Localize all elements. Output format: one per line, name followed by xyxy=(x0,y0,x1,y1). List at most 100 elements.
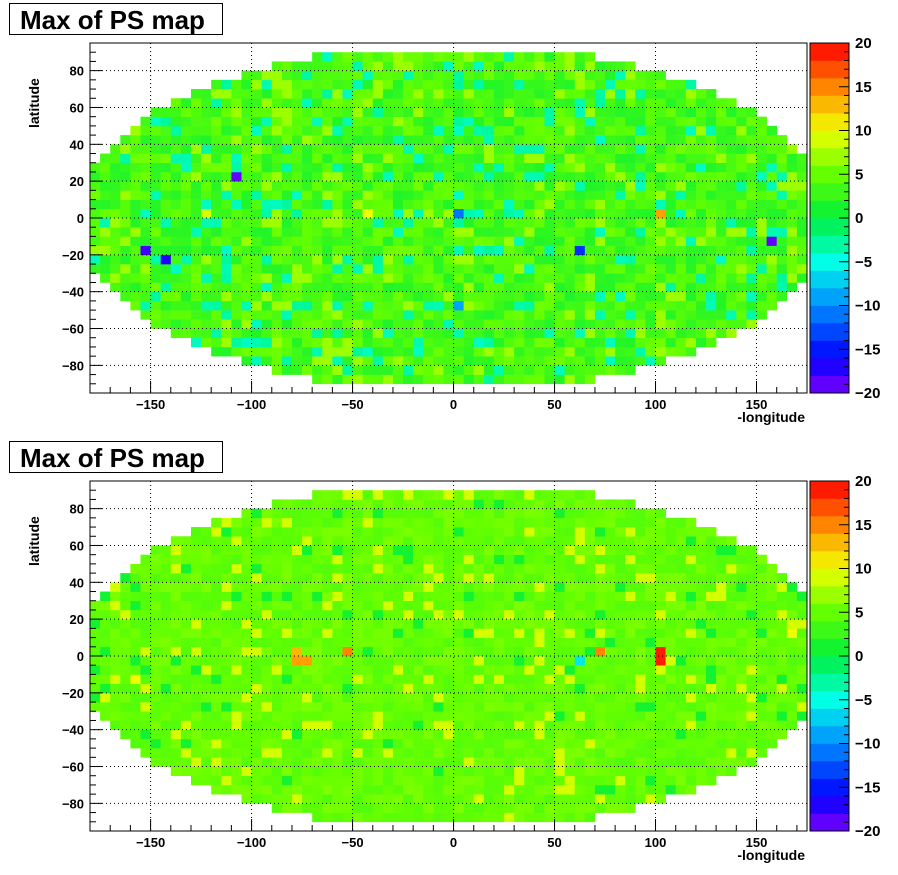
heatmap-cell xyxy=(635,674,646,684)
heatmap-cell xyxy=(534,365,545,375)
heatmap-cell xyxy=(110,591,121,602)
heatmap-cell xyxy=(655,536,666,546)
heatmap-cell xyxy=(635,665,646,675)
heatmap-cell xyxy=(403,181,414,191)
heatmap-cell xyxy=(483,536,495,546)
heatmap-cell xyxy=(756,738,767,749)
heatmap-cell xyxy=(392,536,404,546)
heatmap-cell xyxy=(433,554,444,565)
heatmap-cell xyxy=(110,227,121,237)
heatmap-cell xyxy=(392,337,404,348)
heatmap-cell xyxy=(170,748,182,758)
heatmap-cell xyxy=(160,199,172,210)
heatmap-cell xyxy=(544,490,555,500)
heatmap-cell xyxy=(211,300,222,311)
heatmap-cell xyxy=(463,199,475,210)
heatmap-cell xyxy=(493,582,505,592)
heatmap-cell xyxy=(302,199,313,210)
heatmap-cell xyxy=(90,199,101,210)
heatmap-cell xyxy=(201,227,212,237)
heatmap-cell xyxy=(140,692,151,703)
heatmap-cell xyxy=(403,674,414,684)
heatmap-cell xyxy=(534,135,545,145)
heatmap-cell xyxy=(665,300,677,311)
heatmap-cell xyxy=(635,162,646,173)
heatmap-cell xyxy=(483,775,495,786)
heatmap-cell xyxy=(786,711,798,721)
heatmap-cell xyxy=(483,803,495,813)
heatmap-cell xyxy=(372,227,384,237)
heatmap-cell xyxy=(675,208,687,219)
heatmap-cell xyxy=(281,310,293,320)
heatmap-cell xyxy=(524,499,535,509)
heatmap-cell xyxy=(231,609,242,620)
heatmap-cell xyxy=(160,554,172,565)
heatmap-cell xyxy=(170,683,182,694)
heatmap-cell xyxy=(362,135,374,145)
heatmap-cell xyxy=(544,153,555,164)
heatmap-cell xyxy=(372,748,384,758)
heatmap-cell xyxy=(524,310,535,320)
heatmap-cell xyxy=(554,98,565,108)
heatmap-cell xyxy=(322,711,333,721)
heatmap-cell xyxy=(625,563,636,574)
heatmap-cell xyxy=(706,674,717,684)
heatmap-cell xyxy=(251,328,262,339)
heatmap-cell xyxy=(201,328,212,339)
heatmap-cell xyxy=(261,264,273,274)
heatmap-cell xyxy=(190,254,202,265)
heatmap-cell xyxy=(463,52,475,62)
heatmap-cell xyxy=(766,135,778,145)
heatmap-cell xyxy=(201,619,212,629)
heatmap-cell xyxy=(322,199,333,210)
heatmap-cell xyxy=(403,665,414,675)
heatmap-cell xyxy=(706,536,717,546)
heatmap-cell xyxy=(605,89,616,99)
heatmap-cell xyxy=(584,738,596,749)
heatmap-cell xyxy=(362,116,374,127)
heatmap-cell xyxy=(635,729,646,740)
heatmap-cell xyxy=(645,646,656,657)
heatmap-cell xyxy=(382,337,394,348)
heatmap-cell xyxy=(352,245,363,256)
heatmap-cell xyxy=(554,89,565,99)
color-scale-bin xyxy=(810,183,849,201)
heatmap-cell xyxy=(392,264,404,274)
color-scale-bin xyxy=(810,813,849,832)
heatmap-cell xyxy=(312,794,323,804)
heatmap-cell xyxy=(554,282,565,292)
heatmap-cell xyxy=(473,517,485,528)
heatmap-cell xyxy=(312,70,323,81)
heatmap-cell xyxy=(372,600,384,611)
color-scale-bin xyxy=(810,726,849,744)
heatmap-cell xyxy=(241,794,252,804)
heatmap-cell xyxy=(322,490,333,500)
heatmap-cell xyxy=(786,181,798,191)
heatmap-cell xyxy=(413,803,424,813)
heatmap-cell xyxy=(605,527,616,537)
heatmap-cell xyxy=(594,98,606,108)
heatmap-cell xyxy=(453,208,464,219)
heatmap-cell xyxy=(423,775,434,786)
heatmap-cell xyxy=(635,310,646,320)
heatmap-cell xyxy=(403,563,414,574)
heatmap-cell xyxy=(312,144,323,154)
heatmap-cell xyxy=(564,356,576,366)
heatmap-cell xyxy=(332,545,343,555)
heatmap-cell xyxy=(594,346,606,357)
heatmap-cell xyxy=(100,236,111,246)
heatmap-cell xyxy=(150,107,161,117)
heatmap-cell xyxy=(362,665,374,675)
heatmap-cell xyxy=(271,508,283,519)
heatmap-cell xyxy=(645,702,656,712)
heatmap-cell xyxy=(322,508,333,519)
heatmap-cell xyxy=(392,199,404,210)
heatmap-cell xyxy=(625,527,636,537)
heatmap-cell xyxy=(534,674,545,684)
heatmap-cell xyxy=(645,656,656,666)
heatmap-cell xyxy=(221,328,232,339)
heatmap-cell xyxy=(281,766,293,777)
heatmap-cell xyxy=(695,199,707,210)
heatmap-cell xyxy=(504,729,515,740)
heatmap-cell xyxy=(302,245,313,256)
